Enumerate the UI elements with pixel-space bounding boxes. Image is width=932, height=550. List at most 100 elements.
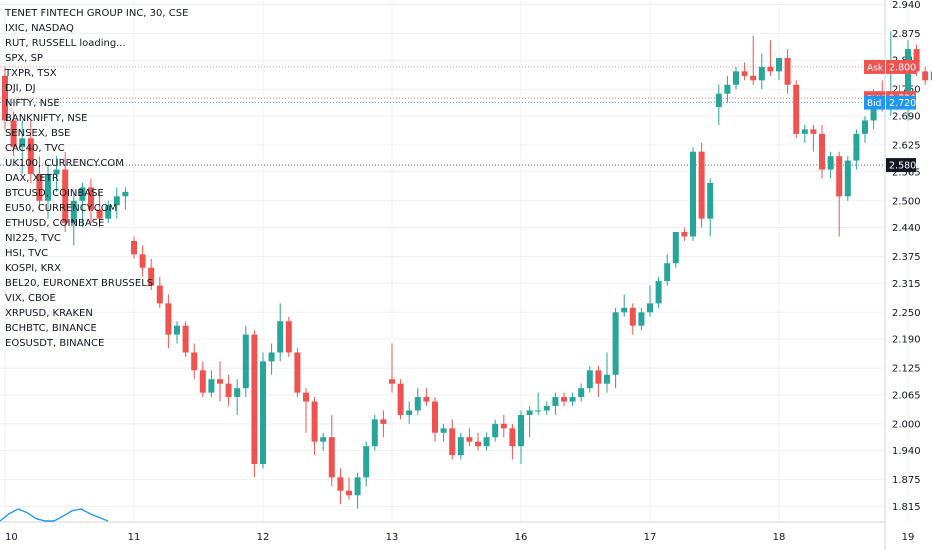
y-tick-label: 1.940 [892,446,921,457]
price-tag-label-bg [864,59,885,74]
candle-body [629,307,636,326]
candle-body [131,240,137,255]
candle-body [105,205,112,219]
compare-symbol[interactable]: XRPUSD, KRAKEN [5,308,93,319]
compare-symbol[interactable]: NIFTY, NSE [5,98,60,109]
compare-symbol[interactable]: EU50, CURRENCY.COM [5,203,118,214]
compare-symbol[interactable]: BEL20, EURONEXT BRUSSELS [5,278,154,289]
candle-body [664,263,671,282]
compare-symbol[interactable]: DAX, XETR [5,173,59,184]
y-tick-label: 2.565 [892,167,921,178]
candle-body [836,156,843,197]
candle-body [776,58,782,72]
candle-body [199,370,206,393]
candle-body [758,66,765,81]
compare-symbol[interactable]: UK100, CURRENCY.COM [5,158,124,169]
compare-symbol[interactable]: IXIC, NASDAQ [5,23,74,34]
candle-body [672,232,679,264]
compare-symbol[interactable]: BTCUSD, COINBASE [5,188,104,199]
y-tick-label: 2.875 [892,29,921,40]
candle-body [242,334,249,389]
candle-body [561,397,567,402]
candle-body [492,423,499,438]
candle-body [285,321,292,353]
y-tick-label: 1.875 [892,475,921,486]
candle-body [707,182,714,219]
x-tick-label: 18 [773,532,786,543]
y-tick-label: 2.315 [892,279,921,290]
compare-symbol[interactable]: CAC40, TVC [5,143,65,154]
y-tick-label: 2.250 [892,308,921,319]
y-tick-label: 2.190 [892,335,921,346]
candle-body [810,129,817,134]
candle-body [320,437,327,442]
compare-symbol[interactable]: BCHBTC, BINANCE [5,323,97,334]
compare-symbol[interactable]: SPX, SP [5,53,43,64]
candle-body [397,383,404,415]
compare-symbol[interactable]: KOSPI, KRX [5,263,61,274]
indicator-line [0,508,109,522]
candle-body [715,93,722,108]
candle-body [156,285,163,304]
price-tag-value: 2.800 [889,62,916,73]
candle-body [96,209,103,219]
candle-body [165,303,172,335]
compare-symbol[interactable]: BANKNIFTY, NSE [5,113,88,124]
compare-symbol[interactable]: RUT, RUSSELL loading... [5,38,126,49]
candle-body [466,437,473,442]
candle-body [569,397,576,402]
candle-body [621,307,628,313]
candle-body [277,321,284,353]
price-tag-label: Ask [867,63,884,73]
candle-body [380,419,387,424]
candle-body [595,370,602,384]
chart-title: TENET FINTECH GROUP INC, 30, CSE [5,8,189,19]
price-tag-value-bg [886,95,916,110]
candle-body [612,312,619,375]
compare-symbol[interactable]: ETHUSD, COINBASE [5,218,105,229]
x-tick-label: 11 [128,532,141,543]
candle-body [70,200,77,224]
y-tick-label: 2.065 [892,390,921,401]
candle-body [139,254,146,268]
y-tick-label: 2.440 [892,223,921,234]
price-tag-value-bg [886,59,916,74]
y-tick-label: 1.815 [892,502,921,513]
compare-symbol[interactable]: DJI, DJ [5,83,36,94]
candle-body [414,397,421,411]
candle-body [853,133,860,161]
candle-body [552,397,559,406]
candle-body [423,397,430,402]
y-tick-label: 2.000 [892,419,921,430]
compare-symbol[interactable]: HSI, TVC [5,248,49,259]
candle-body [449,428,456,456]
candle-body [819,133,825,170]
y-tick-label: 2.500 [892,196,921,207]
candle-body [303,392,309,402]
x-tick-label: 19 [902,532,915,543]
candle-body [801,129,808,134]
compare-symbol[interactable]: SENSEX, BSE [5,128,71,139]
compare-symbol[interactable]: EOSUSDT, BINANCE [5,338,105,349]
candle-body [122,191,129,197]
legend-panel: TENET FINTECH GROUP INC, 30, CSE IXIC, N… [5,6,188,351]
candle-body [191,352,198,371]
candle-body [690,151,696,237]
candle-body [113,196,120,206]
candle-body [10,120,17,148]
compare-symbol[interactable]: VIX, CBOE [5,293,56,304]
candle-body [681,232,688,237]
candle-body [2,75,8,121]
price-tag-label: Bid [867,99,881,109]
candle-body [733,71,739,85]
candle-body [913,49,920,72]
candle-body [483,437,490,447]
candle-body [45,174,51,201]
x-tick-label: 13 [386,532,399,543]
compare-symbol[interactable]: TXPR, TSX [5,68,57,79]
candle-body [432,401,438,433]
candle-body [578,388,585,398]
compare-symbol[interactable]: NI225, TVC [5,233,61,244]
y-tick-label: 2.125 [892,364,921,375]
candle-body [234,388,241,398]
